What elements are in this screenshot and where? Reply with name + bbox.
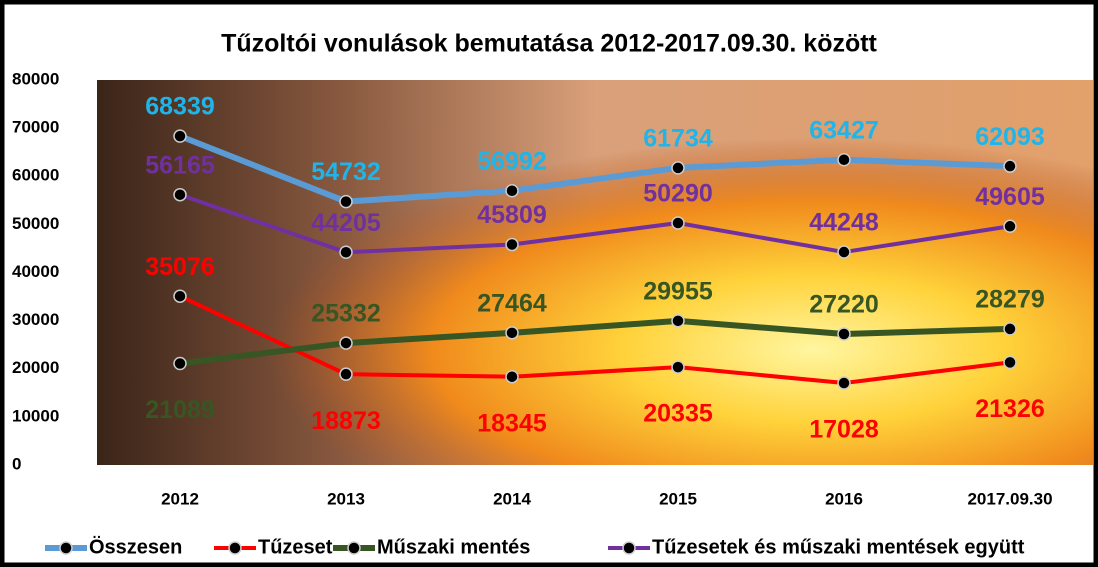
data-label: 50290 (643, 180, 713, 208)
point (505, 326, 519, 340)
point (671, 314, 685, 328)
point (837, 327, 851, 341)
point (1003, 355, 1017, 370)
data-label: 18345 (477, 409, 547, 437)
data-label: 61734 (643, 125, 713, 153)
y-tick-label: 30000 (12, 310, 59, 329)
point (339, 367, 353, 381)
data-label: 68339 (145, 93, 215, 121)
data-label: 44248 (809, 209, 879, 237)
legend-marker (59, 541, 73, 555)
x-tick-label: 2016 (825, 489, 863, 508)
data-label: 20335 (643, 400, 713, 428)
data-label: 17028 (809, 416, 879, 444)
point (505, 369, 519, 384)
y-tick-label: 50000 (12, 214, 59, 233)
y-tick-label: 40000 (12, 262, 59, 281)
legend-label: Tűzesetek és műszaki mentések együtt (652, 536, 1025, 558)
x-tick-label: 2015 (659, 489, 697, 508)
data-label: 54732 (311, 158, 381, 186)
series-line (179, 192, 1011, 255)
point (339, 245, 353, 260)
data-label: 25332 (311, 300, 381, 328)
series-line (178, 133, 1011, 205)
point (173, 289, 187, 303)
point (1003, 159, 1017, 173)
data-label: 45809 (477, 201, 547, 229)
point (837, 376, 851, 390)
plot-fire (97, 80, 1093, 465)
x-tick-label: 2012 (161, 489, 199, 508)
point (173, 129, 187, 143)
data-label: 27220 (809, 291, 879, 319)
legend-marker (347, 541, 361, 555)
point (339, 336, 353, 350)
data-label: 18873 (311, 407, 381, 435)
point (1003, 219, 1017, 234)
point (339, 194, 353, 209)
data-label: 21089 (145, 396, 215, 424)
data-label: 63427 (809, 116, 879, 144)
data-label: 44205 (311, 209, 381, 237)
legend-label: Műszaki mentés (377, 536, 530, 558)
point (671, 360, 685, 374)
y-tick-label: 0 (12, 454, 21, 473)
y-tick-label: 60000 (12, 166, 59, 185)
data-label: 27464 (477, 289, 547, 317)
data-label: 21326 (975, 395, 1045, 423)
x-tick-label: 2014 (493, 489, 531, 508)
data-label: 35076 (145, 253, 215, 281)
legend-label: Tűzeset (258, 536, 333, 558)
data-label: 49605 (975, 183, 1045, 211)
y-tick-label: 10000 (12, 406, 59, 425)
legend-marker (228, 541, 242, 555)
point (505, 183, 519, 198)
legend-label: Összesen (89, 535, 182, 558)
data-label: 29955 (643, 277, 713, 305)
point (173, 356, 187, 371)
point (837, 245, 851, 259)
x-tick-label: 2017.09.30 (967, 489, 1052, 508)
series-line (179, 317, 1011, 367)
y-tick-label: 80000 (12, 69, 59, 88)
point (173, 187, 187, 202)
point (671, 216, 685, 230)
y-tick-label: 20000 (12, 358, 59, 377)
data-label: 62093 (975, 123, 1045, 151)
data-label: 56992 (477, 147, 547, 175)
point (671, 161, 685, 175)
x-tick-label: 2013 (327, 489, 365, 508)
y-tick-label: 70000 (12, 118, 59, 137)
series-line (179, 294, 1011, 386)
data-label: 28279 (975, 286, 1045, 314)
chart-title: Tűzoltói vonulások bemutatása 2012-2017.… (221, 30, 877, 58)
point (505, 237, 519, 252)
point (1003, 322, 1017, 336)
data-label: 56165 (145, 151, 215, 179)
point (837, 153, 851, 167)
legend-marker (622, 541, 636, 555)
